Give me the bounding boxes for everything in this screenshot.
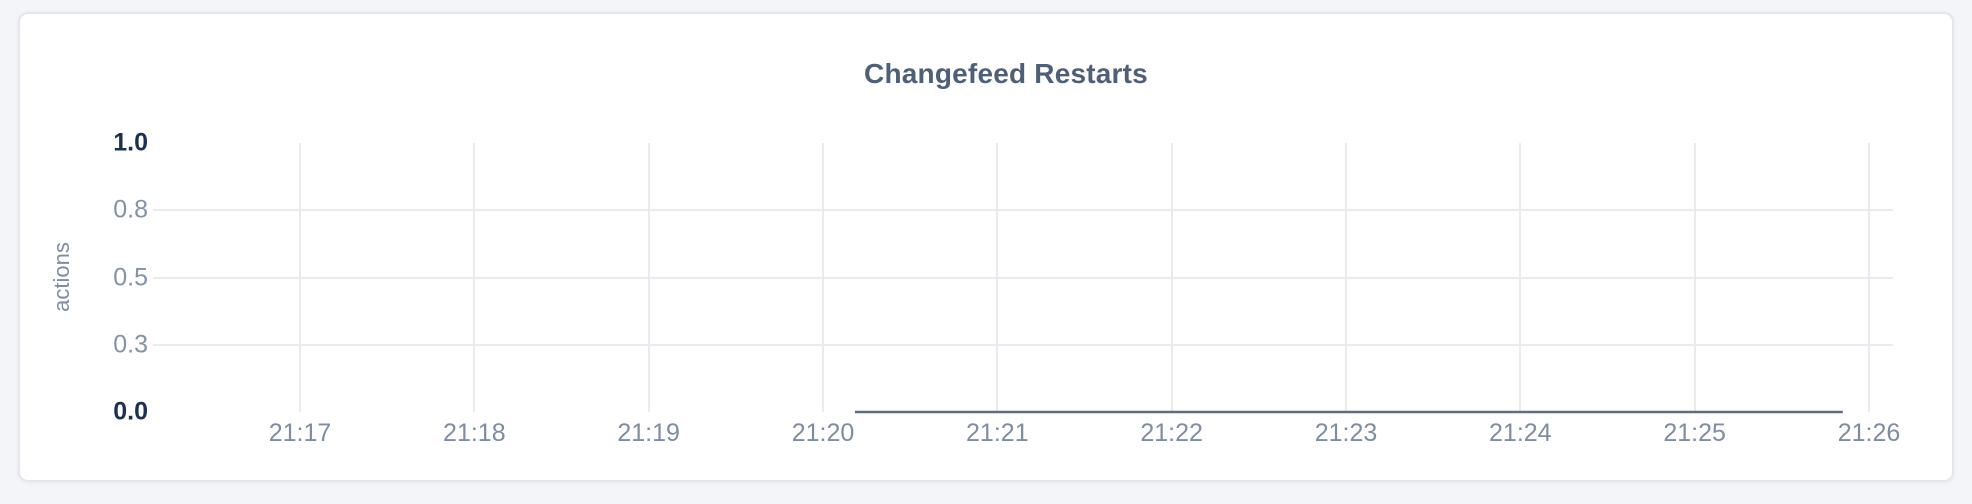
y-tick-label: 0.3 [113,330,148,359]
x-tick-label: 21:19 [617,419,680,447]
y-tick-label: 0.8 [113,195,148,224]
gridline-h [153,343,1893,346]
x-tick-label: 21:21 [966,419,1029,447]
x-tick-label: 21:24 [1489,419,1552,447]
chart-card: Changefeed Restarts [18,12,1954,482]
gridline-h [153,276,1893,279]
y-tick-label: 0.0 [113,397,148,426]
x-tick-label: 21:23 [1314,419,1378,447]
gridline-h [153,209,1893,212]
x-tick-label: 21:18 [443,419,506,447]
x-tick-label: 21:20 [791,419,855,447]
y-tick-label: 1.0 [113,128,148,157]
plot-area[interactable] [153,143,1893,412]
x-tick-label: 21:17 [268,419,332,447]
x-tick-label: 21:26 [1837,419,1901,447]
y-tick-label: 0.5 [113,263,148,291]
x-tick-label: 21:22 [1140,419,1203,447]
x-tick-label: 21:25 [1663,419,1726,447]
chart-title: Changefeed Restarts [864,58,1148,89]
